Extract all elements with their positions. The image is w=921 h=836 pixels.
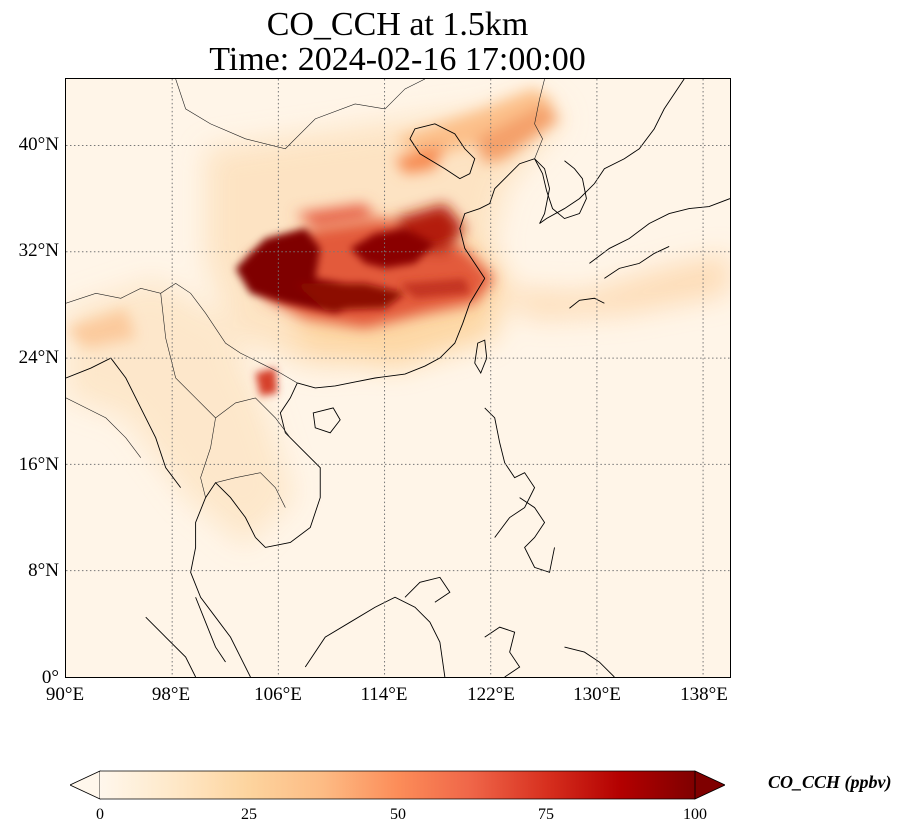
colorbar-max-extend-arrow bbox=[694, 770, 725, 800]
lon-tick-label: 138°E bbox=[680, 684, 728, 705]
lat-tick-label: 0° bbox=[41, 667, 59, 688]
coastlines bbox=[66, 79, 730, 677]
colorbar-tick-label: 0 bbox=[96, 806, 104, 823]
colorbar-min-extend-arrow bbox=[70, 770, 101, 800]
colorbar-gradient bbox=[100, 771, 695, 799]
colorbar-tick-label: 25 bbox=[241, 806, 257, 823]
lat-tick-label: 32°N bbox=[18, 240, 59, 261]
lon-tick-label: 106°E bbox=[254, 684, 302, 705]
lon-tick-label: 98°E bbox=[151, 684, 191, 705]
lat-tick-label: 24°N bbox=[18, 347, 59, 368]
colorbar bbox=[70, 770, 725, 800]
map-title: CO_CCH at 1.5km bbox=[266, 6, 529, 43]
country-borders bbox=[66, 79, 545, 508]
lon-tick-label: 114°E bbox=[360, 684, 408, 705]
map-panel[interactable] bbox=[65, 78, 731, 678]
lon-tick-label: 130°E bbox=[573, 684, 621, 705]
colorbar-tick-label: 75 bbox=[538, 806, 554, 823]
map-timestamp: Time: 2024-02-16 17:00:00 bbox=[209, 41, 586, 78]
lon-tick-label: 90°E bbox=[45, 684, 85, 705]
lat-tick-label: 8°N bbox=[28, 560, 59, 581]
colorbar-tick-label: 50 bbox=[390, 806, 406, 823]
lat-tick-label: 40°N bbox=[18, 134, 59, 155]
lon-tick-label: 122°E bbox=[467, 684, 515, 705]
colorbar-label: CO_CCH (ppbv) bbox=[768, 772, 892, 792]
lat-tick-label: 16°N bbox=[18, 454, 59, 475]
colorbar-tick-label: 100 bbox=[683, 806, 707, 823]
gridlines bbox=[66, 79, 730, 677]
co-concentration-field bbox=[66, 88, 730, 548]
